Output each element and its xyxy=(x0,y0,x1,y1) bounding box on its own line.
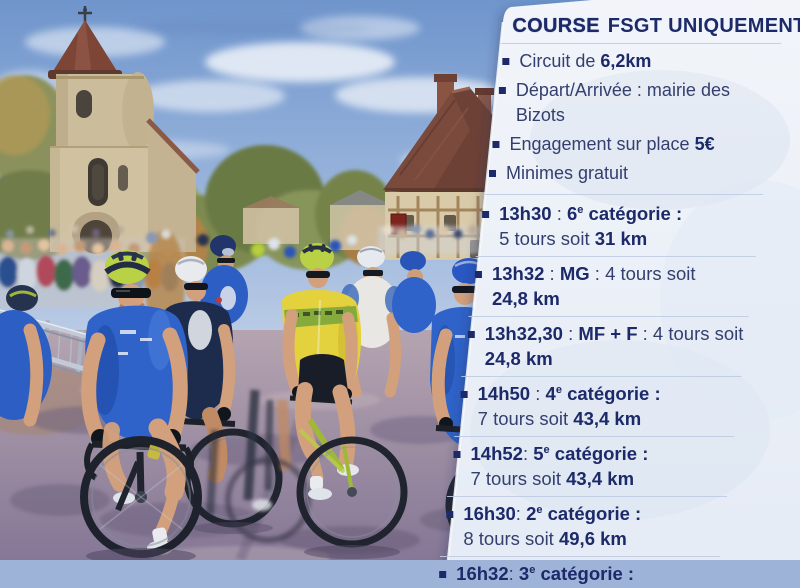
info-item-text: Départ/Arrivée : mairie des Bizots xyxy=(515,80,730,125)
panel-title-strong: COURSE xyxy=(512,15,600,37)
bullet-square-icon xyxy=(474,271,482,278)
bullet-square-icon xyxy=(502,58,510,65)
schedule-item-line1: 16h32: 3e catégorie : xyxy=(456,563,635,584)
shadows xyxy=(86,522,400,560)
bullet-square-icon xyxy=(453,451,461,458)
divider xyxy=(501,43,782,44)
info-item: Départ/Arrivée : mairie des Bizots xyxy=(498,78,779,128)
schedule-item-line1: 14h52: 5e catégorie : xyxy=(470,443,649,464)
cyclist-far-left xyxy=(0,285,52,427)
info-item-text: Engagement sur place 5€ xyxy=(509,134,715,154)
schedule-item-line1: 16h30: 2e catégorie : xyxy=(463,503,642,524)
schedule-item-line1: 13h32 : MG : 4 tours soit xyxy=(491,263,696,284)
bullet-square-icon xyxy=(498,87,506,94)
bullet-square-icon xyxy=(446,511,454,518)
info-item-text: Minimes gratuit xyxy=(505,163,629,183)
schedule-item-line2: 7 tours soit 43,4 km xyxy=(477,408,642,429)
bullet-square-icon xyxy=(467,331,475,338)
cyclist-blue-main xyxy=(80,250,202,558)
schedule-item-line1: 14h50 : 4e catégorie : xyxy=(477,383,661,404)
schedule-item: 13h30 : 6e catégorie : 5 tours soit 31 k… xyxy=(482,202,764,251)
divider xyxy=(475,256,756,257)
schedule-item: 16h32: 3e catégorie : xyxy=(439,562,721,586)
schedule-item-line1: 13h30 : 6e catégorie : xyxy=(499,203,683,224)
panel-background xyxy=(446,0,800,560)
bullet-square-icon xyxy=(492,141,500,148)
bullet-square-icon xyxy=(482,211,490,218)
schedule-item-line1: 13h32,30 : MF + F : 4 tours soit xyxy=(484,323,744,344)
poster-illustration xyxy=(0,0,800,560)
cyclist-blue-back xyxy=(392,251,436,333)
divider xyxy=(454,436,735,437)
divider xyxy=(468,316,749,317)
schedule-item-line2: 24,8 km xyxy=(491,288,560,309)
schedule-item: 14h50 : 4e catégorie : 7 tours soit 43,4… xyxy=(460,382,743,431)
schedule-item-line2: 24,8 km xyxy=(484,348,553,369)
schedule-item: 16h30: 2e catégorie : 8 tours soit 49,6 … xyxy=(446,502,728,551)
schedule-item-line2: 5 tours soit 31 km xyxy=(499,228,648,249)
peloton-background-riders xyxy=(146,229,357,258)
bullet-square-icon xyxy=(460,391,468,398)
schedule-item-line2: 7 tours soit 43,4 km xyxy=(470,468,635,489)
bullet-square-icon xyxy=(439,571,447,578)
divider xyxy=(483,194,764,195)
info-item: Circuit de 6,2km xyxy=(502,49,782,74)
panel-title-rest: FSGT UNIQUEMENT xyxy=(607,15,800,37)
schedule-item: 13h32 : MG : 4 tours soit 24,8 km xyxy=(474,262,757,311)
schedule-item: 14h52: 5e catégorie : 7 tours soit 43,4 … xyxy=(453,442,735,491)
info-item: Engagement sur place 5€ xyxy=(492,132,772,157)
bullet-square-icon xyxy=(488,170,496,177)
divider xyxy=(439,556,720,557)
divider xyxy=(461,376,742,377)
info-item: Minimes gratuit xyxy=(488,161,769,186)
divider xyxy=(447,496,728,497)
info-item-text: Circuit de 6,2km xyxy=(519,51,652,71)
schedule-item: 13h32,30 : MF + F : 4 tours soit 24,8 km xyxy=(467,322,750,371)
panel-title: COURSE FSGT UNIQUEMENT xyxy=(512,15,800,38)
schedule-item-line2: 8 tours soit 49,6 km xyxy=(463,528,627,549)
cyclist-yellow-jersey xyxy=(282,243,408,548)
